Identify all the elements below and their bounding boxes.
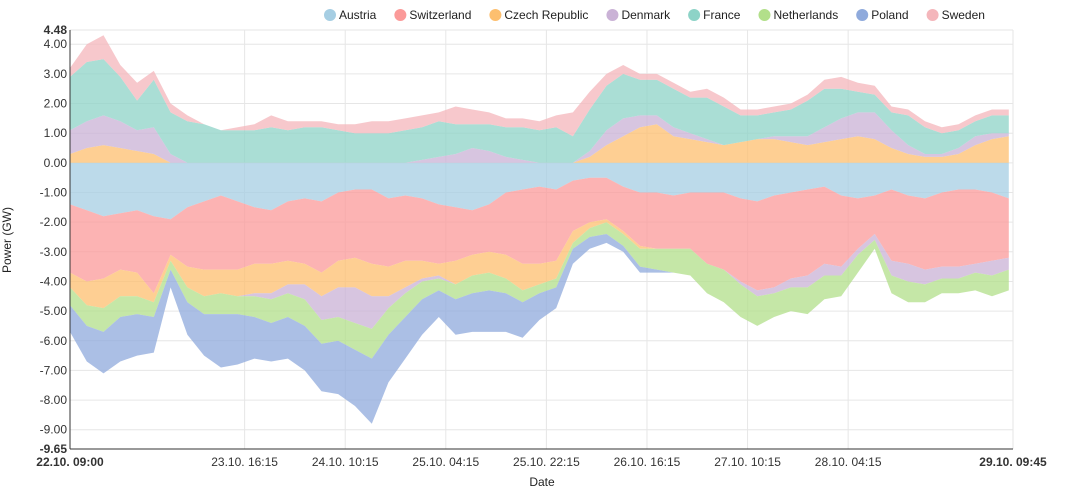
legend-item-czech-republic[interactable]: Czech Republic xyxy=(489,8,588,22)
y-tick-label: 2.00 xyxy=(44,97,68,111)
x-tick-label: 29.10. 09:45 xyxy=(979,455,1047,469)
legend-label: Sweden xyxy=(942,8,985,22)
legend-item-poland[interactable]: Poland xyxy=(856,8,909,22)
chart-areas xyxy=(70,35,1009,424)
y-tick-label: -9.00 xyxy=(40,423,68,437)
legend-swatch xyxy=(688,9,701,21)
x-tick-label: 28.10. 04:15 xyxy=(815,455,882,469)
area-czech-republic-export xyxy=(70,124,1009,163)
area-poland-import xyxy=(70,234,1009,424)
x-tick-label: 27.10. 10:15 xyxy=(714,455,781,469)
legend-swatch xyxy=(856,9,869,21)
y-tick-label: -6.00 xyxy=(40,334,68,348)
legend-label: Poland xyxy=(871,8,908,22)
legend-item-denmark[interactable]: Denmark xyxy=(606,8,671,22)
y-tick-label: -3.00 xyxy=(40,245,68,259)
legend-label: Austria xyxy=(339,8,377,22)
y-tick-label: -2.00 xyxy=(40,215,68,229)
legend-item-austria[interactable]: Austria xyxy=(324,8,377,22)
legend-item-switzerland[interactable]: Switzerland xyxy=(394,8,471,22)
legend-swatch xyxy=(606,9,619,21)
legend-label: Czech Republic xyxy=(504,8,588,22)
x-axis-ticks: 22.10. 09:00 23.10. 16:15 24.10. 10:15 25.1… xyxy=(36,455,1047,469)
legend-swatch xyxy=(926,9,939,21)
area-denmark-export xyxy=(70,112,1009,163)
x-axis-title: Date xyxy=(529,475,555,489)
y-tick-label: 4.00 xyxy=(44,37,68,51)
area-netherlands-import xyxy=(70,222,1009,359)
chart-legend: Austria Switzerland Czech Republic Denmark F… xyxy=(324,8,985,22)
y-tick-label: -1.00 xyxy=(40,185,68,199)
legend-label: France xyxy=(703,8,741,22)
y-tick-label: -7.00 xyxy=(40,363,68,377)
area-austria-import xyxy=(70,162,1009,220)
y-axis-ticks: 4.484.00 3.00 2.00 1.00 0.00 -1.00 -2.00 -3.00 -… xyxy=(40,23,68,456)
y-tick-label: 1.00 xyxy=(44,126,68,140)
legend-item-netherlands[interactable]: Netherlands xyxy=(758,8,838,22)
legend-item-sweden[interactable]: Sweden xyxy=(926,8,985,22)
x-tick-label: 23.10. 16:15 xyxy=(211,455,278,469)
x-tick-label: 24.10. 10:15 xyxy=(312,455,379,469)
area-sweden-export xyxy=(70,35,1009,137)
area-denmark-import xyxy=(70,222,1009,329)
legend-label: Denmark xyxy=(621,8,671,22)
legend-swatch xyxy=(758,9,771,21)
x-tick-label: 25.10. 04:15 xyxy=(412,455,479,469)
legend-swatch xyxy=(489,9,502,21)
x-tick-label: 25.10. 22:15 xyxy=(513,455,580,469)
y-tick-label: -9.65 xyxy=(40,442,68,456)
area-switzerland-import xyxy=(70,177,1009,294)
area-france-export xyxy=(70,59,1009,163)
legend-swatch xyxy=(324,9,336,21)
y-tick-label: 3.00 xyxy=(44,67,68,81)
x-tick-label: 26.10. 16:15 xyxy=(614,455,681,469)
y-tick-label: 0.00 xyxy=(44,156,68,170)
y-tick-label: 4.48 xyxy=(44,23,68,37)
legend-swatch xyxy=(394,9,407,21)
y-tick-label: -5.00 xyxy=(40,304,68,318)
legend-label: Netherlands xyxy=(773,8,838,22)
legend-label: Switzerland xyxy=(409,8,471,22)
y-tick-label: -4.00 xyxy=(40,274,68,288)
x-tick-label: 22.10. 09:00 xyxy=(36,455,104,469)
legend-item-france[interactable]: France xyxy=(688,8,741,22)
y-tick-label: -8.00 xyxy=(40,393,68,407)
y-axis-title: Power (GW) xyxy=(0,207,14,273)
